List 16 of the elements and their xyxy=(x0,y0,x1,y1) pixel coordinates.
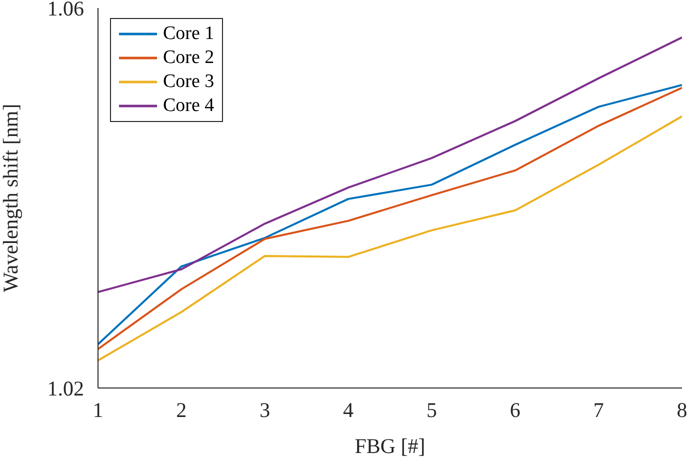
legend-label: Core 3 xyxy=(163,70,214,94)
y-tick-label: 1.06 xyxy=(47,0,84,20)
x-tick-label: 1 xyxy=(92,398,104,422)
x-tick-label: 2 xyxy=(176,398,187,422)
x-axis-title: FBG [#] xyxy=(354,434,426,458)
y-axis-title: Wavelength shift [nm] xyxy=(0,104,22,292)
x-tick-label: 8 xyxy=(676,398,688,422)
x-tick-label: 4 xyxy=(343,398,354,422)
legend-label: Core 1 xyxy=(163,22,214,46)
legend-label: Core 2 xyxy=(163,46,214,70)
legend-label: Core 4 xyxy=(163,94,214,118)
x-tick-label: 7 xyxy=(593,398,604,422)
x-tick-label: 3 xyxy=(260,398,270,422)
y-tick-label: 1.02 xyxy=(47,376,84,400)
x-tick-label: 5 xyxy=(426,398,437,422)
x-tick-label: 6 xyxy=(510,398,520,422)
